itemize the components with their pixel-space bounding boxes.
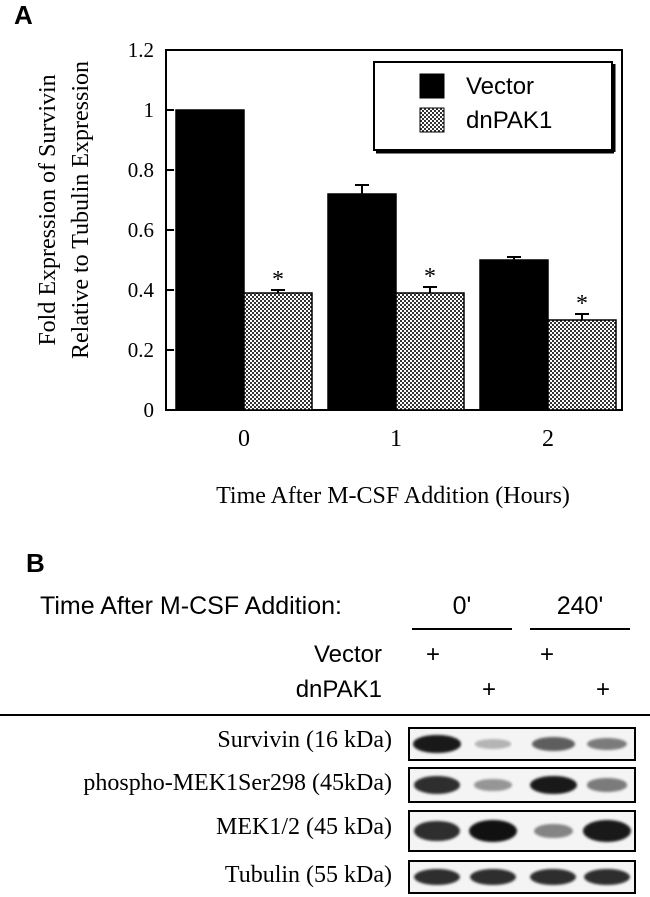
y-tick-label: 0.8 [128,158,154,182]
significance-star: * [424,264,436,290]
blot-band [413,776,460,794]
blot-band [469,868,516,886]
x-tick-label: 2 [542,426,554,452]
bar-dnpak1-1 [395,292,465,411]
blot-band [413,820,460,842]
y-tick-label: 0.4 [128,278,155,302]
x-axis-label: Time After M-CSF Addition (Hours) [216,483,570,509]
vector-mark-lane-1: + [426,641,441,668]
time-group-1-underline [530,628,630,630]
bar-vector-2 [479,259,549,411]
significance-star: * [576,291,588,317]
chart-axes: 0 0.2 0.4 0.6 0.8 1 1.2 0 1 2 [128,38,623,452]
y-tick-label: 0.2 [128,338,154,362]
bar-dnpak1-2 [547,319,617,411]
blot-label-phospho-mek1: phospho-MEK1Ser298 (45kDa) [83,770,392,796]
blot-label-tubulin: Tubulin (55 kDa) [224,862,392,888]
legend-label-vector: Vector [466,73,534,100]
blot-strip-phospho-mek1 [408,767,636,803]
vector-mark-lane-3: + [540,641,555,668]
blot-band [586,778,628,792]
y-tick-label: 1 [144,98,155,122]
y-tick-label: 0.6 [128,218,154,242]
blot-band [413,868,460,886]
panel-a-label: A [14,0,33,30]
time-group-0: 0' [452,592,472,620]
blot-time-label: Time After M-CSF Addition: [40,592,342,620]
time-group-1: 240' [556,592,604,620]
time-group-0-underline [412,628,512,630]
blot-strip-mek12 [408,810,636,852]
y-axis-label-line2: Relative to Tubulin Expression [68,61,94,359]
bar-dnpak1-0 [243,292,313,411]
legend-swatch-dnpak1 [419,107,445,133]
x-tick-label: 0 [238,426,250,452]
blot-label-mek12: MEK1/2 (45 kDa) [216,814,392,840]
condition-label-dnpak1: dnPAK1 [295,676,382,703]
x-tick-label: 1 [390,426,402,452]
y-axis-label-line1: Fold Expression of Survivin [35,74,61,345]
legend-swatch-vector [419,73,445,99]
dnpak1-mark-lane-4: + [596,676,611,703]
blot-band [584,868,631,886]
significance-star: * [272,267,284,293]
blot-band [413,735,461,753]
blot-divider [0,714,650,716]
bar-vector-1 [327,193,397,411]
y-tick-label: 0 [144,398,155,422]
blot-band [586,737,628,751]
blot-band [529,775,577,795]
blot-band [533,823,574,839]
blot-label-survivin: Survivin (16 kDa) [217,727,392,753]
legend-box [373,61,613,151]
chart-legend: Vector dnPAK1 [373,61,616,154]
blot-band [473,779,512,791]
blot-band [532,737,575,751]
blot-band [530,868,577,886]
panel-b-label: B [26,548,45,578]
blot-band [474,739,511,749]
bar-vector-0 [175,109,245,411]
blot-strip-survivin [408,727,636,761]
legend-label-dnpak1: dnPAK1 [466,107,552,134]
dnpak1-mark-lane-2: + [482,676,497,703]
chart-bars: * * * [175,109,617,411]
blot-band [583,819,631,843]
bar-chart: 0 0.2 0.4 0.6 0.8 1 1.2 0 1 2 * * * Vector dnPAK1 Fo… [35,38,623,509]
blot-strip-tubulin [408,860,636,894]
blot-band [468,819,517,843]
condition-label-vector: Vector [313,641,382,668]
y-tick-label: 1.2 [128,38,154,62]
